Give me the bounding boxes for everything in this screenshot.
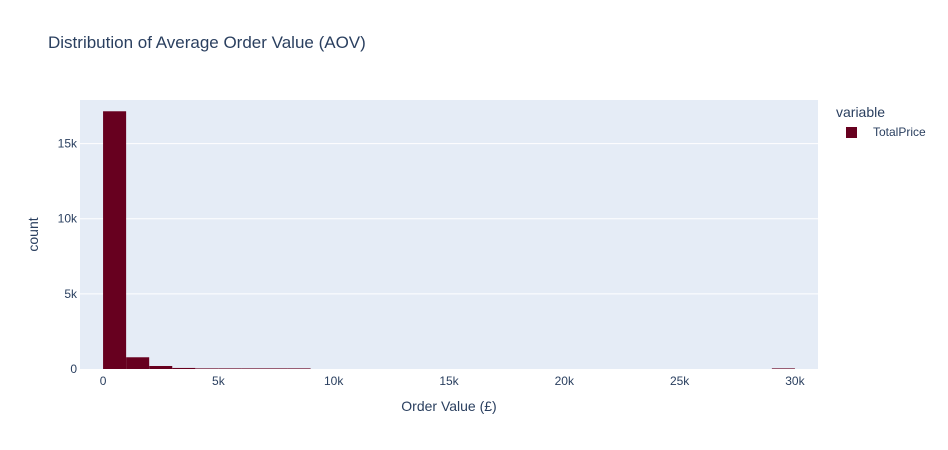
histogram-bar <box>172 368 195 369</box>
histogram-bar <box>265 368 288 369</box>
legend-title: variable <box>836 104 885 120</box>
y-tick-label: 5k <box>64 287 78 301</box>
x-tick-label: 0 <box>100 374 107 388</box>
legend-label: TotalPrice <box>873 125 926 139</box>
histogram-bar <box>103 111 126 369</box>
histogram-bar <box>195 368 218 369</box>
x-tick-label: 25k <box>670 374 690 388</box>
x-tick-label: 15k <box>439 374 459 388</box>
plot-area <box>80 100 818 369</box>
histogram-bar <box>241 368 264 369</box>
histogram-bar <box>218 368 241 369</box>
y-axis-title: count <box>25 217 41 251</box>
histogram-bar <box>149 366 172 369</box>
x-tick-label: 30k <box>785 374 805 388</box>
x-axis-title: Order Value (£) <box>401 398 496 414</box>
histogram-bar <box>288 368 311 369</box>
histogram-bar <box>126 357 149 369</box>
y-tick-label: 15k <box>58 137 78 151</box>
legend-item-totalprice[interactable]: TotalPrice <box>846 124 926 140</box>
y-tick-label: 0 <box>70 362 77 376</box>
x-tick-label: 5k <box>212 374 226 388</box>
x-tick-label: 10k <box>324 374 344 388</box>
legend-swatch <box>846 127 857 138</box>
y-tick-label: 10k <box>58 212 78 226</box>
chart-title: Distribution of Average Order Value (AOV… <box>48 33 366 53</box>
histogram-bar <box>772 368 795 369</box>
x-tick-label: 20k <box>555 374 575 388</box>
